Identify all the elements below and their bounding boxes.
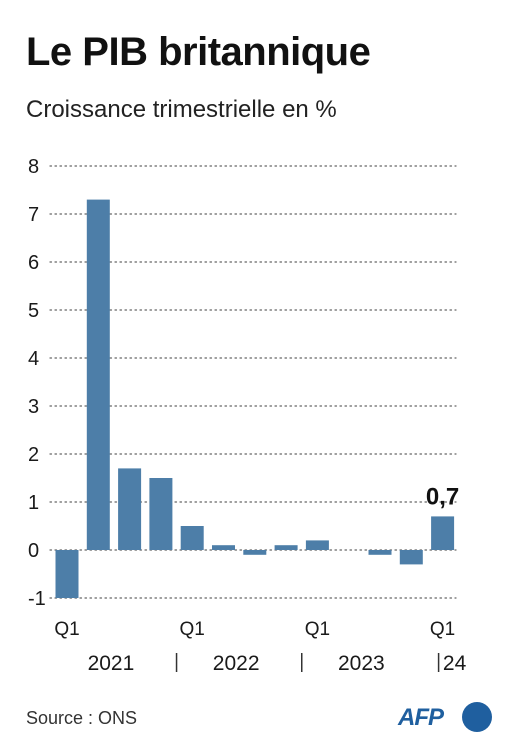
bar-chart: -1 0 1 2 3 4 5 6 7 8 0,7 Q1 Q1 Q1 Q1 2021 2022 2023 24 [28,156,467,675]
chart-subtitle: Croissance trimestrielle en % [26,96,337,123]
y-tick-label: 4 [28,348,39,370]
y-tick-label: 0 [28,540,39,562]
y-tick-label: 8 [28,156,39,178]
x-year-label: 2023 [338,652,385,675]
bar [431,516,455,550]
bar [180,526,204,550]
bar-layer [55,199,455,598]
x-quarter-label: Q1 [180,619,205,640]
y-tick-label: 2 [28,444,39,466]
bar [305,540,329,550]
y-tick-label: -1 [28,588,46,610]
y-tick-label: 5 [28,300,39,322]
bar [212,545,235,550]
grid-layer [49,165,457,599]
x-quarter-label: Q1 [305,619,330,640]
bar [149,478,173,550]
y-tick-label: 7 [28,204,39,226]
bar [243,550,267,555]
bar [368,550,392,555]
label-layer: -1 0 1 2 3 4 5 6 7 8 0,7 Q1 Q1 Q1 Q1 2021 2022 2023 24 [28,156,467,675]
bar [399,550,423,565]
x-year-label: 2022 [213,652,260,675]
afp-logo: AFP [398,702,494,734]
x-year-label: 2021 [88,652,135,675]
y-tick-label: 1 [28,492,39,514]
x-quarter-label: Q1 [54,619,79,640]
y-tick-label: 6 [28,252,39,274]
bar [86,199,110,550]
x-year-label: 24 [443,652,467,675]
bar [55,550,79,598]
x-quarter-label: Q1 [430,619,455,640]
bar [274,545,298,550]
afp-logo-text: AFP [398,704,444,731]
value-annotation: 0,7 [426,483,459,510]
source-note: Source : ONS [26,708,138,728]
y-tick-label: 3 [28,396,39,418]
bar [118,468,142,550]
afp-logo-dot-icon [462,702,492,732]
chart-title: Le PIB britannique [26,30,371,74]
